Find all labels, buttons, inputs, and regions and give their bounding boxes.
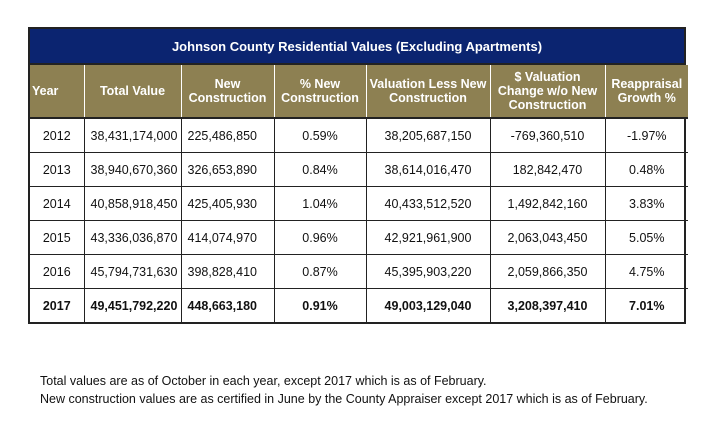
table-cell: 3,208,397,410 [489,288,605,322]
table-cell: 45,395,903,220 [365,254,490,289]
table-cell: 225,486,850 [180,117,274,153]
table-cell: 0.48% [604,152,688,187]
table-cell: 0.91% [273,288,366,322]
table-cell: 414,074,970 [180,220,274,255]
table-cell: 38,431,174,000 [83,117,181,153]
table-cell: 3.83% [604,186,688,221]
table-cell: 38,205,687,150 [365,117,490,153]
column-header: Valuation Less New Construction [365,65,490,119]
table-cell: 40,433,512,520 [365,186,490,221]
residential-values-table: Johnson County Residential Values (Exclu… [28,27,688,324]
table-title: Johnson County Residential Values (Exclu… [30,29,684,65]
column-header: Total Value [83,65,181,119]
table-cell: 1,492,842,160 [489,186,605,221]
table-cell: 7.01% [604,288,688,322]
table-cell: 0.59% [273,117,366,153]
column-header: % New Construction [273,65,366,119]
table-cell: 398,828,410 [180,254,274,289]
table-cell: 182,842,470 [489,152,605,187]
table-cell: 38,940,670,360 [83,152,181,187]
footnote: Total values are as of October in each y… [40,374,487,388]
table-cell: 49,451,792,220 [83,288,181,322]
table-cell: 5.05% [604,220,688,255]
table-row: 2012 38,431,174,000 225,486,850 0.59% 38,205… [30,117,688,153]
table-cell: 2014 [30,186,84,221]
table-cell: 2,059,866,350 [489,254,605,289]
table-cell: 0.87% [273,254,366,289]
table-row: 2017 49,451,792,220 448,663,180 0.91% 49,003… [30,288,688,322]
table-cell: 425,405,930 [180,186,274,221]
footnotes: Total values are as of October in each y… [40,372,648,408]
table-cell: 326,653,890 [180,152,274,187]
table-cell: -1.97% [604,117,688,153]
table-cell: 2012 [30,117,84,153]
table-cell: 0.84% [273,152,366,187]
table-cell: 2013 [30,152,84,187]
column-header: Year [30,65,84,119]
column-header: Reappraisal Growth % [604,65,688,119]
table-cell: 2016 [30,254,84,289]
column-header: New Construction [180,65,274,119]
table-cell: -769,360,510 [489,117,605,153]
table-cell: 43,336,036,870 [83,220,181,255]
table-cell: 1.04% [273,186,366,221]
table-cell: 2017 [30,288,84,322]
table-cell: 49,003,129,040 [365,288,490,322]
table-cell: 2015 [30,220,84,255]
table-row: 2014 40,858,918,450 425,405,930 1.04% 40,433… [30,186,688,221]
footnote: New construction values are as certified… [40,392,648,406]
table-row: 2015 43,336,036,870 414,074,970 0.96% 42,921… [30,220,688,255]
table-cell: 45,794,731,630 [83,254,181,289]
table-cell: 38,614,016,470 [365,152,490,187]
table-cell: 2,063,043,450 [489,220,605,255]
table-cell: 40,858,918,450 [83,186,181,221]
table-cell: 4.75% [604,254,688,289]
column-header: $ Valuation Change w/o New Construction [489,65,605,119]
table-row: 2013 38,940,670,360 326,653,890 0.84% 38,614… [30,152,688,187]
table-cell: 42,921,961,900 [365,220,490,255]
table-row: 2016 45,794,731,630 398,828,410 0.87% 45,395… [30,254,688,289]
table-cell: 448,663,180 [180,288,274,322]
table-cell: 0.96% [273,220,366,255]
